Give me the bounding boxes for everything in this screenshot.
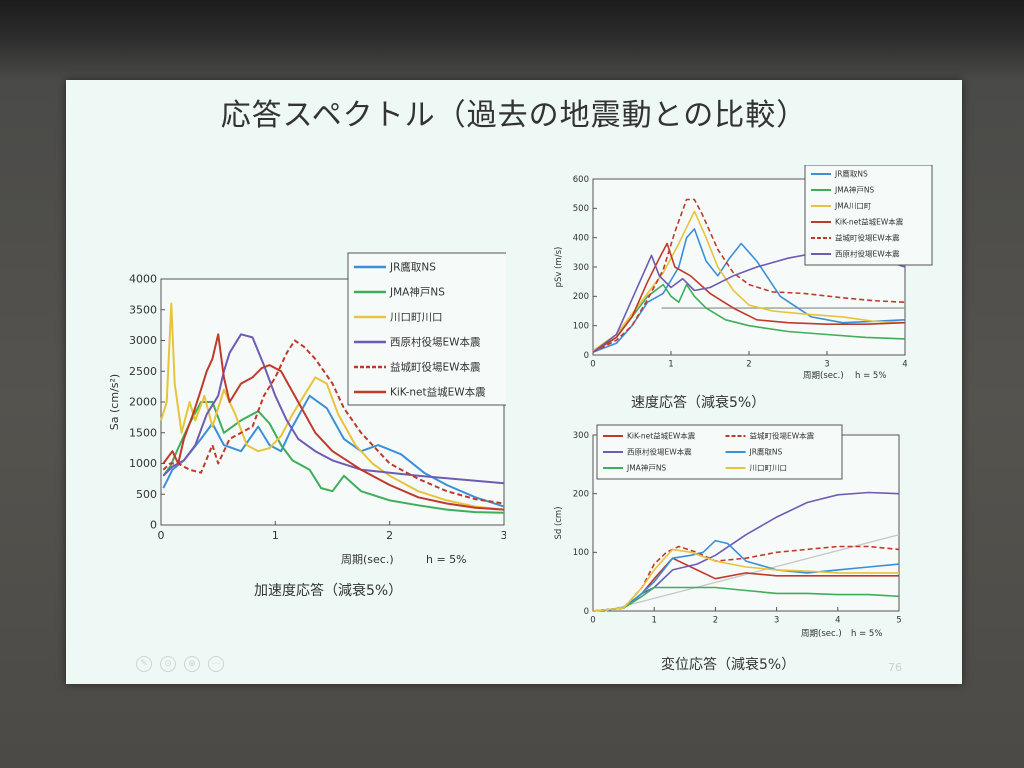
legend-box [596, 424, 843, 480]
legend-entry: 益城町役場EW本震 [750, 431, 815, 441]
zoom-icon[interactable]: ⊕ [184, 656, 200, 672]
x-tick-label: 3 [774, 616, 779, 626]
series-line [162, 333, 505, 511]
x-tick-label: 0 [590, 360, 595, 370]
x-axis-label: 周期(sec.) [803, 371, 844, 381]
x-tick-label: 2 [386, 529, 393, 542]
x-axis-label: 周期(sec.) [341, 553, 394, 566]
legend-box [804, 165, 933, 266]
series-line [592, 210, 906, 352]
x-tick-label: 1 [272, 529, 279, 542]
x-tick-label: 1 [668, 360, 673, 370]
x-tick-label: 0 [590, 616, 595, 626]
x-tick-label: 5 [896, 616, 901, 626]
legend-entry: 西原村役場EW本震 [390, 336, 481, 349]
damping-label: h = 5% [426, 553, 467, 566]
y-tick-label: 0 [150, 519, 157, 532]
x-tick-label: 3 [501, 529, 507, 542]
pointer-icon[interactable]: ⊙ [160, 656, 176, 672]
y-tick-label: 100 [573, 548, 589, 558]
velocity-chart-caption: 速度応答（減衰5%） [631, 395, 766, 411]
x-axis-label: 周期(sec.) [801, 629, 842, 639]
legend-box [347, 252, 506, 406]
displacement-response-chart: 0 100 200 300 0 1 2 3 4 5 Sd (cm) 周期(sec.) h = 5% KiK… [554, 424, 902, 639]
x-tick-label: 4 [902, 360, 907, 370]
series-line [592, 586, 900, 612]
y-tick-label: 500 [136, 488, 157, 501]
slide-controls: ✎ ⊙ ⊕ ⋯ [136, 656, 224, 672]
y-tick-label: 200 [573, 292, 589, 302]
legend-entry: 西原村役場EW本震 [627, 447, 692, 457]
series-line [592, 539, 900, 612]
legend-entry: JMA神戸NS [834, 185, 874, 195]
menu-icon[interactable]: ⋯ [208, 656, 224, 672]
legend-entry: JR鷹取NS [749, 447, 783, 457]
x-tick-label: 2 [713, 616, 718, 626]
y-tick-label: 0 [584, 351, 589, 361]
y-tick-label: 1000 [129, 457, 157, 470]
series-line [592, 545, 900, 612]
series-line [162, 333, 505, 485]
y-tick-label: 2500 [129, 365, 157, 378]
y-tick-label: 500 [573, 204, 589, 214]
legend-entry: 益城町役場EW本震 [390, 361, 481, 374]
legend-entry: 益城町役場EW本震 [835, 233, 900, 243]
legend-entry: JMA川口町 [834, 202, 872, 211]
acceleration-chart-caption: 加速度応答（減衰5%） [254, 583, 403, 599]
y-tick-label: 400 [573, 234, 589, 244]
damping-label: h = 5% [855, 371, 886, 381]
legend-entry: KiK-net益城EW本震 [390, 386, 486, 399]
x-tick-label: 4 [835, 616, 840, 626]
presentation-slide: 応答スペクトル（過去の地震動との比較） 0 500 1000 1500 2000 2500… [66, 80, 962, 684]
velocity-response-chart: 0 100 200 300 400 500 600 0 1 2 3 4 pSv (m/s) 周期(sec.… [554, 165, 933, 381]
legend-entry: JR鷹取NS [389, 261, 436, 274]
pen-icon[interactable]: ✎ [136, 656, 152, 672]
y-axis-label: Sa (cm/s²) [108, 374, 121, 430]
y-tick-label: 300 [573, 431, 589, 441]
legend-entry: KiK-net益城EW本震 [835, 217, 904, 227]
series-line [592, 548, 899, 612]
y-tick-label: 4000 [129, 273, 157, 286]
x-tick-label: 3 [824, 360, 829, 370]
series-line [592, 198, 906, 353]
damping-label: h = 5% [851, 629, 882, 639]
y-tick-label: 2000 [129, 396, 157, 409]
legend-entry: JMA神戸NS [389, 286, 445, 299]
legend-entry: JMA神戸NS [626, 463, 666, 473]
legend-entry: 川口町川口 [750, 464, 788, 473]
series-line [592, 228, 906, 353]
series-line [592, 283, 906, 353]
series-line [162, 339, 505, 505]
legend-entry: 西原村役場EW本震 [835, 249, 900, 259]
y-tick-label: 3000 [129, 334, 157, 347]
y-axis-label: Sd (cm) [554, 506, 564, 539]
y-tick-label: 3500 [129, 303, 157, 316]
slide-title: 応答スペクトル（過去の地震動との比較） [220, 98, 808, 133]
series-line [592, 242, 906, 353]
acceleration-response-chart: 0 500 1000 1500 2000 2500 3000 3500 4000 0 1 2 3 Sa (… [108, 252, 507, 566]
displacement-chart-caption: 変位応答（減衰5%） [661, 657, 796, 673]
y-tick-label: 1500 [129, 426, 157, 439]
series-line [162, 401, 505, 514]
x-tick-label: 0 [158, 529, 165, 542]
legend-entry: 川口町川口 [390, 312, 443, 324]
y-tick-label: 0 [584, 607, 589, 617]
legend-entry: KiK-net益城EW本震 [627, 431, 696, 441]
legend-entry: JR鷹取NS [834, 169, 868, 179]
x-tick-label: 1 [651, 616, 656, 626]
page-number: 76 [888, 661, 902, 674]
x-tick-label: 2 [746, 360, 751, 370]
y-tick-label: 600 [573, 175, 589, 185]
y-axis-label: pSv (m/s) [554, 247, 564, 288]
y-tick-label: 200 [573, 490, 589, 500]
y-tick-label: 100 [573, 322, 589, 332]
y-tick-label: 300 [573, 263, 589, 273]
